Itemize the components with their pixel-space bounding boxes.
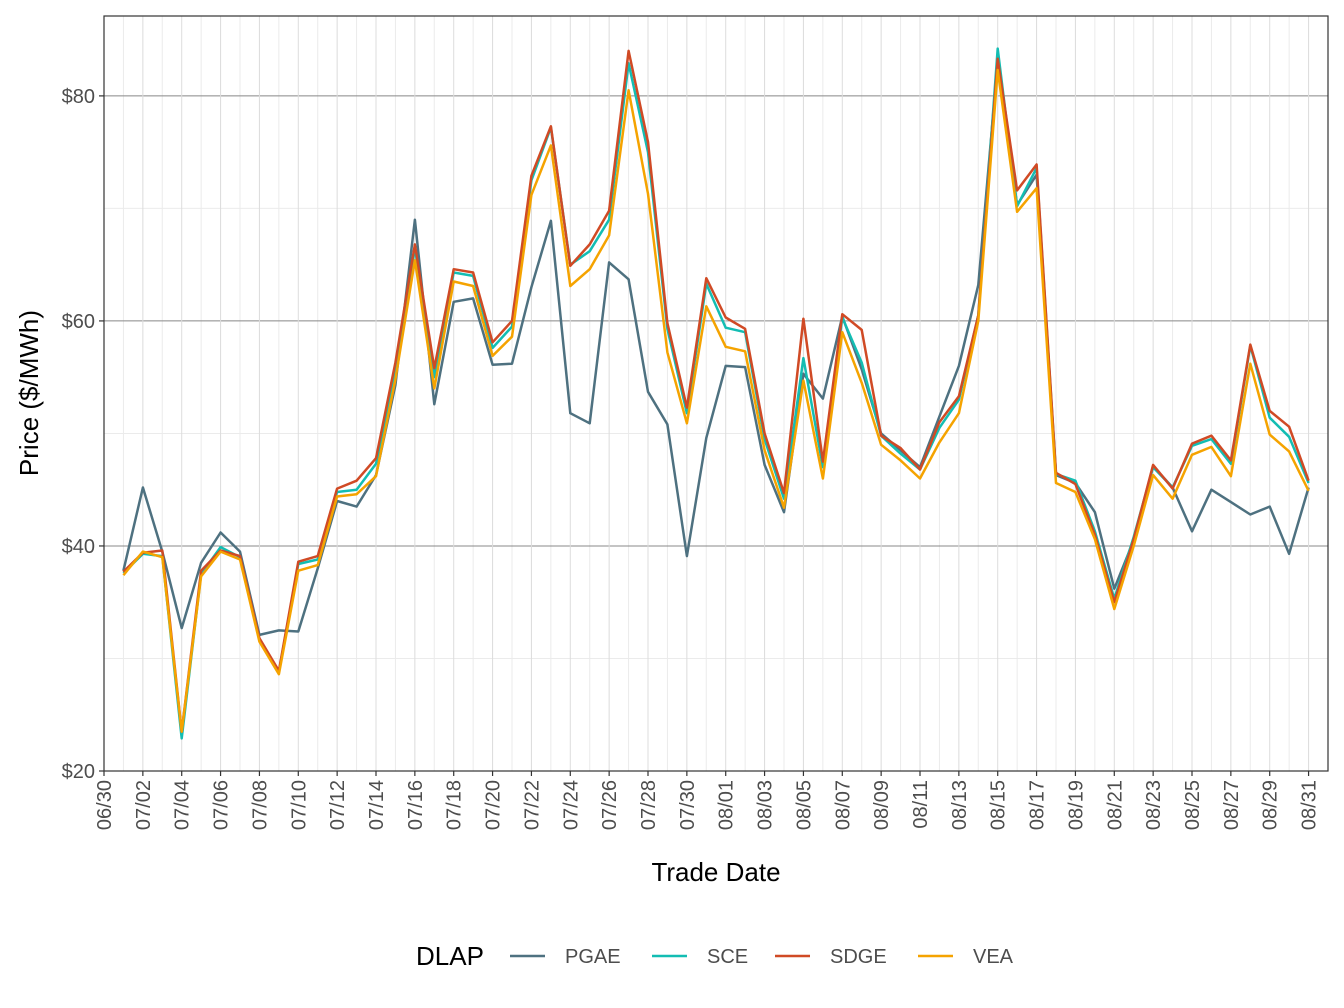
- plot: [122, 47, 1310, 740]
- x-tick-label: 08/05: [793, 780, 815, 830]
- x-tick-label: 07/14: [366, 780, 388, 830]
- x-tick-label: 08/23: [1143, 780, 1165, 830]
- legend-label: SCE: [707, 946, 748, 968]
- x-tick-label: 08/07: [832, 780, 854, 830]
- x-tick-label: 08/31: [1299, 780, 1321, 830]
- series-line: [122, 47, 1310, 740]
- x-tick-label: 07/30: [677, 780, 699, 830]
- panel-border: [103, 15, 1329, 772]
- y-tick-label: $20: [62, 761, 95, 783]
- x-tick-label: 07/02: [133, 780, 155, 830]
- x-tick-label: 07/08: [249, 780, 271, 830]
- legend-title: DLAP: [416, 941, 484, 971]
- x-axis-title: Trade Date: [651, 857, 780, 887]
- x-tick-label: 08/03: [755, 780, 777, 830]
- x-tick-label: 07/20: [483, 780, 505, 830]
- x-tick-label: 07/22: [521, 780, 543, 830]
- x-tick-label: 06/30: [94, 780, 116, 830]
- x-tick-label: 07/06: [211, 780, 233, 830]
- y-tick-label: $40: [62, 536, 95, 558]
- x-tick-label: 07/26: [599, 780, 621, 830]
- legend-label: VEA: [973, 946, 1014, 968]
- x-tick-label: 07/28: [638, 780, 660, 830]
- x-tick-label: 08/11: [910, 780, 932, 829]
- x-tick-label: 08/19: [1065, 780, 1087, 830]
- x-tick-label: 07/10: [288, 780, 310, 830]
- x-tick-label: 07/18: [444, 780, 466, 830]
- x-tick-label: 08/21: [1104, 780, 1126, 830]
- x-tick-label: 07/16: [405, 780, 427, 830]
- legend-label: PGAE: [565, 946, 621, 968]
- legend-label: SDGE: [830, 946, 887, 968]
- series-line: [122, 68, 1310, 733]
- x-tick-label: 08/01: [716, 780, 738, 830]
- series-line: [122, 49, 1310, 733]
- x-tick-label: 07/04: [172, 780, 194, 830]
- x-tick-label: 08/17: [1027, 780, 1049, 830]
- y-tick-label: $80: [62, 86, 95, 108]
- x-tick-label: 07/24: [560, 780, 582, 830]
- y-axis-title: Price ($/MWh): [14, 310, 44, 476]
- x-tick-label: 08/15: [988, 780, 1010, 830]
- grid: [103, 16, 1328, 772]
- x-tick-label: 08/13: [949, 780, 971, 830]
- y-tick-label: $60: [62, 311, 95, 333]
- x-tick-label: 08/27: [1221, 780, 1243, 830]
- x-tick-label: 08/25: [1182, 780, 1204, 830]
- x-tick-label: 08/29: [1260, 780, 1282, 830]
- x-tick-label: 08/09: [871, 780, 893, 830]
- x-tick-label: 07/12: [327, 780, 349, 830]
